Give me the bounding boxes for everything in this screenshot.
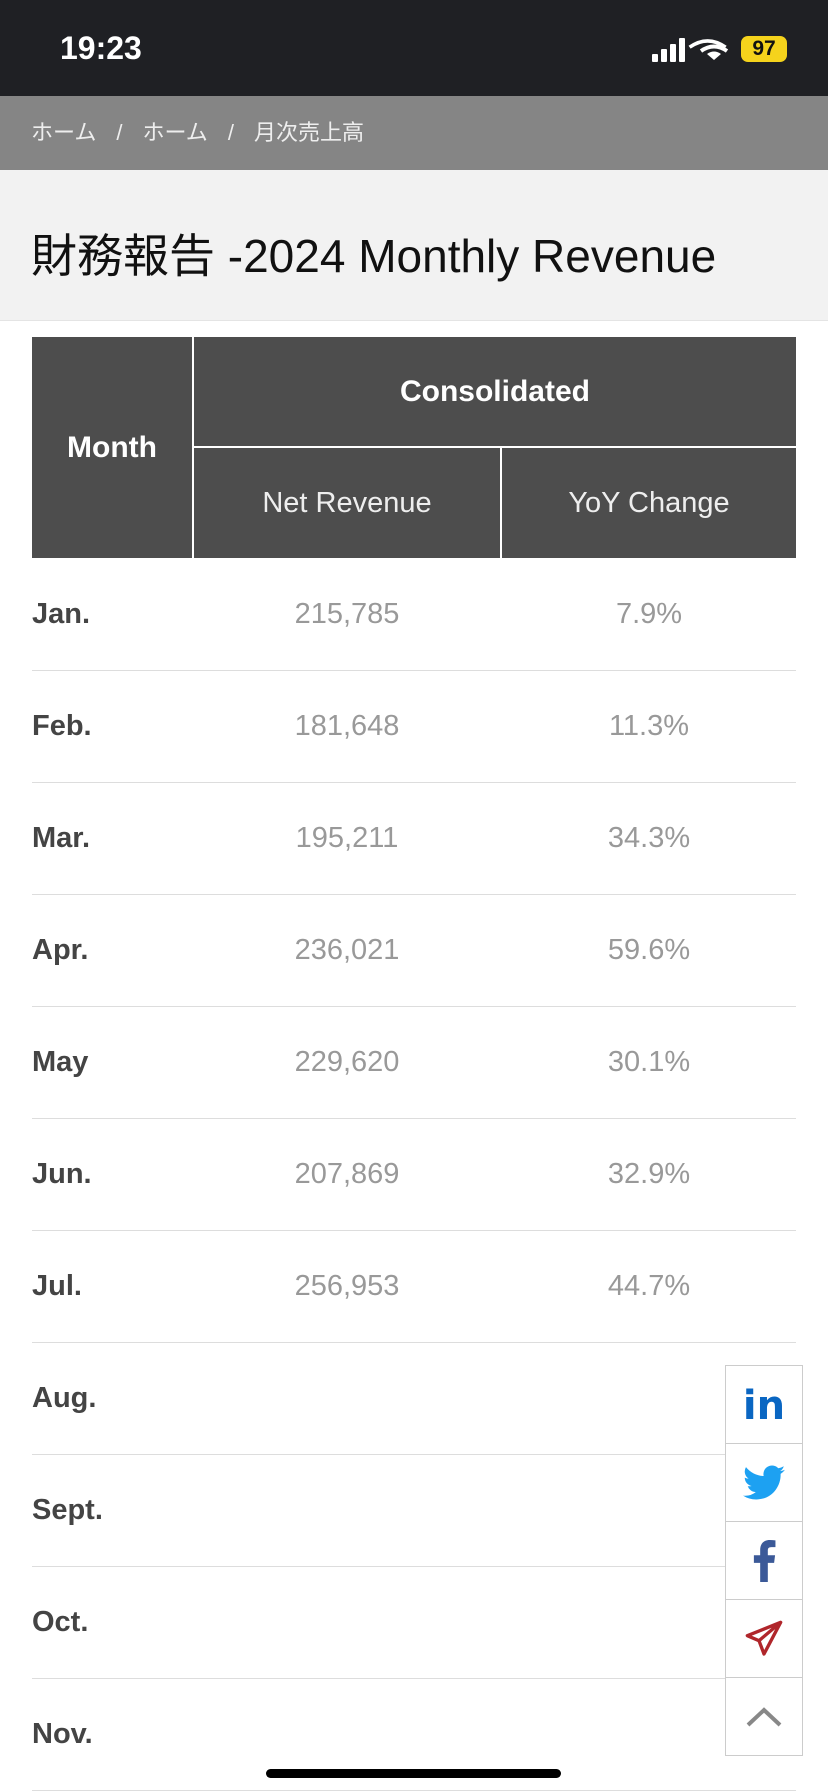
breadcrumb-item[interactable]: ホーム: [31, 120, 97, 145]
breadcrumb-item[interactable]: ホーム: [142, 120, 208, 145]
month-header: Month: [32, 337, 192, 558]
page-title: 財務報告 -2024 Monthly Revenue: [31, 230, 717, 282]
table-row: Jul. 256,953 44.7%: [32, 1230, 796, 1343]
facebook-button[interactable]: [725, 1521, 803, 1600]
value-cell: 32.9%: [607, 1157, 691, 1190]
month-cell: May: [32, 1045, 89, 1078]
status-icons: [652, 38, 729, 62]
value-cell: 7.9%: [615, 597, 683, 630]
value-cell: 34.3%: [607, 821, 691, 854]
separator: /: [116, 120, 123, 145]
value-cell: 256,953: [294, 1269, 400, 1302]
month-cell: Jun.: [32, 1157, 92, 1190]
month-cell: Aug.: [32, 1381, 97, 1414]
separator: /: [227, 120, 234, 145]
status-bar: 19:23 97: [0, 0, 828, 96]
social-bar: in: [725, 1365, 803, 1756]
group-header: Consolidated: [194, 337, 796, 446]
value-cell: 236,021: [294, 933, 400, 966]
value-cell: 30.1%: [607, 1045, 691, 1078]
value-cell: 44.7%: [607, 1269, 691, 1302]
table-row: Sept.: [32, 1454, 796, 1567]
month-cell: Mar.: [32, 821, 91, 854]
twitter-button[interactable]: [725, 1443, 803, 1522]
value-cell: 215,785: [294, 597, 400, 630]
column-header: Net Revenue: [194, 448, 500, 558]
table-row: Feb. 181,648 11.3%: [32, 670, 796, 783]
value-cell: 195,211: [295, 821, 399, 854]
title-section: 財務報告 -2024 Monthly Revenue: [0, 170, 828, 321]
share-button[interactable]: [725, 1599, 803, 1678]
table-row: Oct.: [32, 1566, 796, 1679]
month-cell: Oct.: [32, 1605, 89, 1638]
month-cell: Feb.: [32, 709, 92, 742]
value-cell: 207,869: [294, 1157, 400, 1190]
value-cell: 11.3%: [608, 709, 690, 742]
table-row: Aug.: [32, 1342, 796, 1455]
month-cell: Apr.: [32, 933, 89, 966]
time: 19:23: [60, 30, 142, 66]
back-to-top-button[interactable]: [725, 1677, 803, 1756]
home-indicator: [266, 1769, 561, 1778]
value-cell: 229,620: [294, 1045, 400, 1078]
month-cell: Jan.: [32, 597, 91, 630]
value-cell: 181,648: [294, 709, 400, 742]
month-cell: Jul.: [32, 1269, 82, 1302]
column-header: YoY Change: [502, 448, 796, 558]
table-row: May 229,620 30.1%: [32, 1006, 796, 1119]
breadcrumb-item: 月次売上高: [253, 120, 364, 145]
table-row: Jan. 215,785 7.9%: [32, 558, 796, 671]
breadcrumb: ホーム / ホーム / 月次売上高: [0, 96, 828, 170]
linkedin-button[interactable]: in: [725, 1365, 803, 1444]
month-cell: Sept.: [32, 1493, 103, 1526]
battery: 97: [741, 36, 787, 62]
month-cell: Nov.: [32, 1717, 93, 1750]
table-row: Nov.: [32, 1678, 796, 1791]
table-row: Apr. 236,021 59.6%: [32, 894, 796, 1007]
svg-text:in: in: [744, 1385, 784, 1425]
value-cell: 59.6%: [607, 933, 691, 966]
table-row: Mar. 195,211 34.3%: [32, 782, 796, 895]
table-row: Jun. 207,869 32.9%: [32, 1118, 796, 1231]
